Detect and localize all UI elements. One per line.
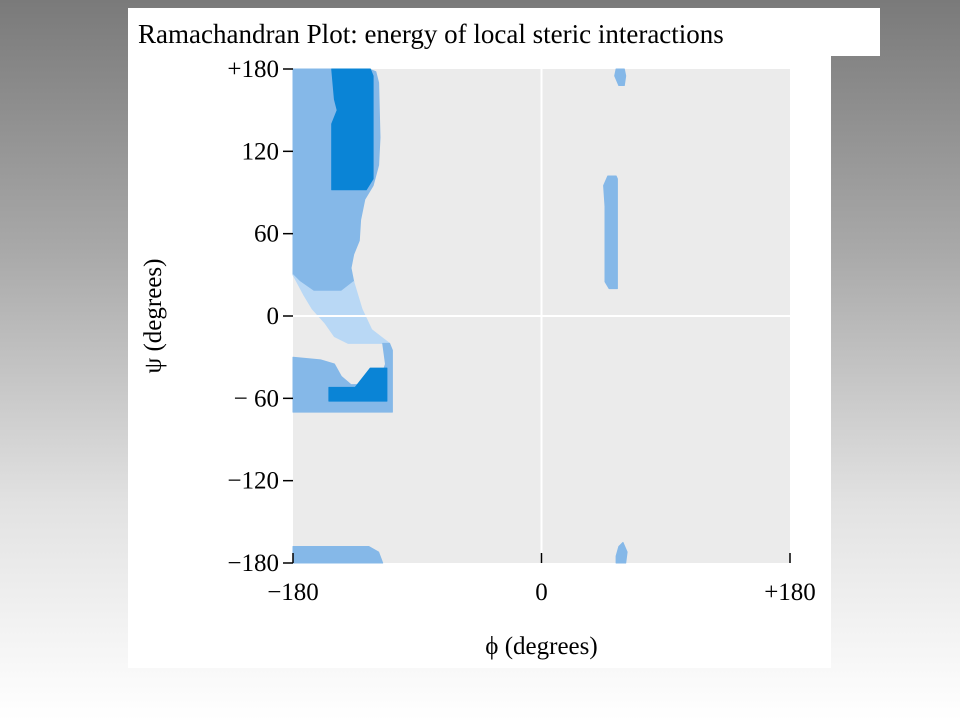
y-tick-label: 0: [267, 303, 280, 330]
region-beta-core: [331, 68, 374, 191]
ramachandran-plot: +180 120 60 0 − 60 −120 −180−180 0 +180 ϕ (degre…: [140, 56, 816, 660]
crosshair-layer: [293, 69, 790, 563]
y-axis-label: ψ (degrees): [140, 259, 167, 374]
region-left-bottom-notch: [615, 541, 628, 564]
y-tick-label: +180: [227, 56, 279, 83]
figure-panel: +180 120 60 0 − 60 −120 −180 −180 0 +180 ϕ (degre…: [128, 56, 831, 668]
y-tick-label: 120: [242, 138, 280, 165]
region-left-top-notch: [614, 68, 627, 86]
ticks-layer: +180 120 60 0 − 60 −120 −180−180 0 +180: [227, 56, 815, 606]
region-bottom-strip: [292, 546, 384, 564]
x-tick-label: +180: [764, 579, 816, 606]
region-left-alpha: [603, 175, 618, 290]
x-tick-label: −180: [267, 579, 319, 606]
region-bridge: [292, 274, 391, 344]
y-tick-label: −180: [227, 550, 279, 577]
x-axis-label: ϕ (degrees): [485, 633, 597, 660]
y-tick-label: − 60: [234, 385, 279, 412]
x-tick-label: 0: [535, 579, 548, 606]
region-alpha-core: [328, 367, 388, 402]
y-tick-label: 60: [254, 221, 279, 248]
y-tick-label: −120: [227, 468, 279, 495]
slide-title: Ramachandran Plot: energy of local steri…: [128, 8, 880, 56]
